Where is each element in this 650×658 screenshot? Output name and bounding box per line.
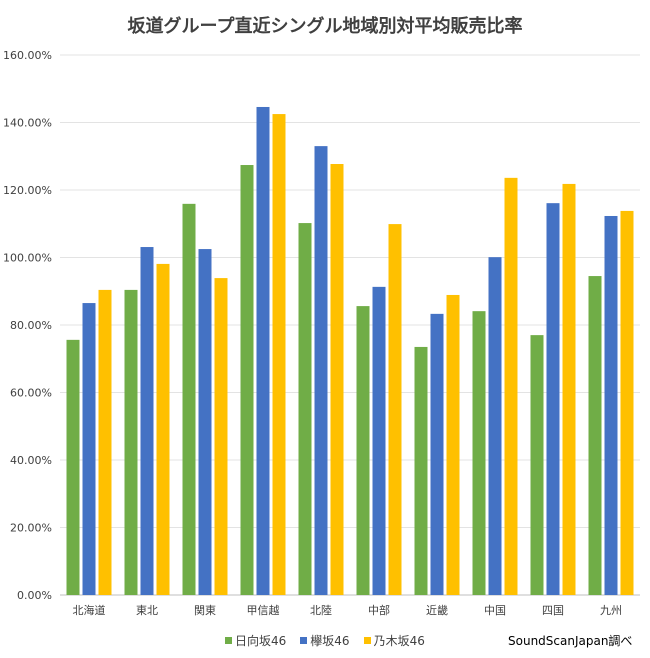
bar (330, 164, 344, 595)
bar (488, 257, 502, 595)
bar (504, 177, 518, 595)
y-tick-label: 160.00% (3, 49, 52, 62)
y-tick-label: 20.00% (10, 522, 52, 535)
legend-swatch (363, 637, 371, 644)
bar (240, 165, 254, 595)
x-tick-label: 中国 (484, 604, 506, 617)
bar (66, 339, 80, 595)
bar (604, 215, 618, 596)
y-tick-label: 80.00% (10, 319, 52, 332)
bar (182, 203, 196, 595)
bar (620, 210, 634, 596)
legend-item: 乃木坂46 (363, 632, 425, 649)
bar (124, 289, 138, 595)
y-tick-label: 140.00% (3, 117, 52, 130)
legend-item: 日向坂46 (225, 632, 286, 649)
legend-swatch (300, 637, 308, 644)
y-tick-label: 100.00% (3, 252, 52, 265)
bar (562, 183, 576, 596)
bar (82, 303, 96, 595)
y-tick-label: 120.00% (3, 184, 52, 197)
bar (414, 346, 428, 595)
y-tick-label: 60.00% (10, 387, 52, 400)
x-tick-label: 北海道 (73, 603, 106, 617)
bar (140, 247, 154, 595)
source-note: SoundScanJapan調べ (508, 634, 633, 648)
x-tick-label: 北陸 (310, 604, 332, 617)
bar (472, 311, 486, 595)
x-tick-label: 関東 (194, 604, 216, 617)
x-tick-label: 東北 (136, 604, 158, 617)
bar (214, 278, 228, 595)
bar (314, 146, 328, 595)
bar (156, 263, 170, 595)
bar (356, 306, 370, 595)
y-tick-label: 40.00% (10, 454, 52, 467)
legend-swatch (225, 637, 232, 644)
bar (372, 286, 386, 595)
x-tick-label: 甲信越 (247, 603, 280, 617)
bar (530, 335, 544, 595)
x-tick-label: 九州 (600, 604, 622, 617)
bar (388, 224, 402, 595)
bar (430, 313, 444, 595)
x-tick-label: 四国 (542, 604, 564, 617)
bar (446, 294, 460, 595)
bar (256, 106, 270, 595)
bar (272, 114, 286, 595)
legend: 日向坂46 欅坂46 乃木坂46 (225, 632, 425, 649)
chart-title: 坂道グループ直近シングル地域別対平均販売比率 (127, 16, 523, 37)
bar (588, 276, 602, 595)
bar (98, 289, 112, 595)
legend-label: 日向坂46 (235, 634, 287, 648)
y-tick-label: 0.00% (17, 589, 52, 602)
x-tick-label: 中部 (368, 603, 390, 617)
bar (546, 203, 560, 595)
x-tick-label: 近畿 (426, 603, 448, 617)
legend-label: 欅坂46 (310, 634, 350, 648)
bar (298, 223, 312, 595)
bar (198, 249, 212, 595)
legend-item: 欅坂46 (300, 632, 350, 649)
legend-label: 乃木坂46 (373, 634, 425, 648)
